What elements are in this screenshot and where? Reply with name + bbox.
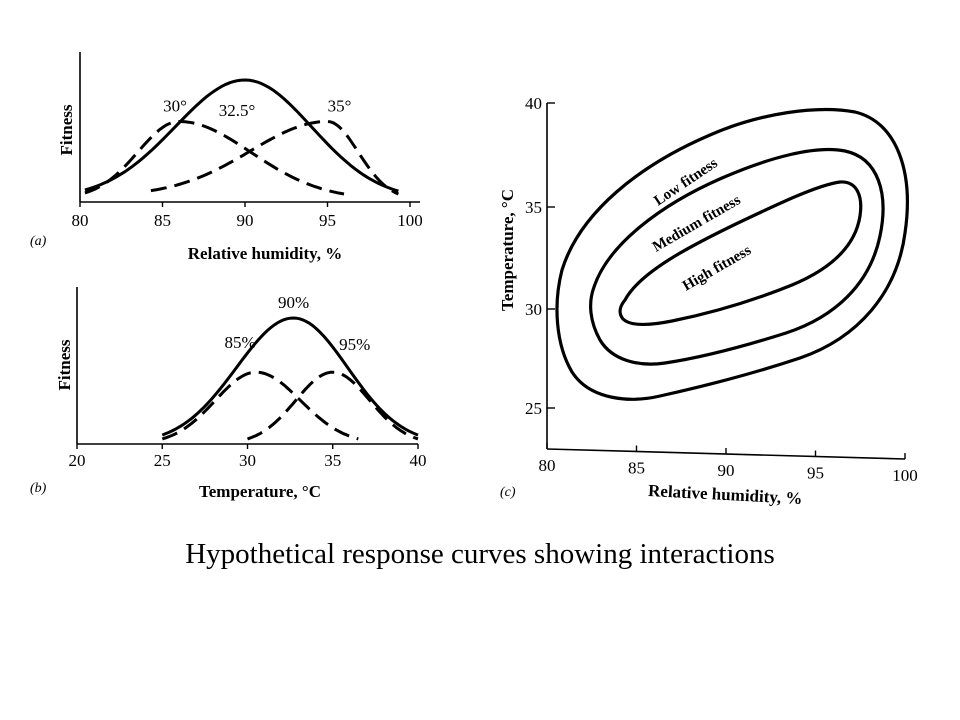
panel-c-y-tick-label: 25 [525, 399, 542, 418]
panel-a-x-tick-label: 95 [319, 211, 336, 230]
panel-a-x-tick-label: 100 [397, 211, 423, 230]
panel-b-x-axis-title: Temperature, °C [199, 482, 321, 501]
panel-a-series-1-curve [84, 119, 345, 196]
panel-c-y-tick-label: 30 [525, 300, 542, 319]
panel-a-humidity-chart: 80 85 90 95 100 30° 32.5° 35° Fitness Relative… [30, 52, 423, 263]
panel-b-temperature-chart: 20 25 30 35 40 85% 90% 95% Fitness Temperature… [30, 287, 427, 501]
panel-c-x-tick-label: 100 [892, 466, 918, 485]
panel-c-x-tick-label: 85 [628, 459, 645, 478]
panel-a-y-axis-title: Fitness [57, 104, 76, 155]
panel-a-tag: (a) [30, 234, 47, 249]
panel-b-series-3-label: 95% [339, 335, 370, 354]
panel-c-x-tick-label: 90 [718, 461, 735, 480]
contour-high-fitness [618, 180, 863, 327]
panel-a-x-tick-label: 85 [154, 211, 171, 230]
panel-c-x-tick-label: 95 [807, 464, 824, 483]
panel-b-tag: (b) [30, 481, 47, 496]
panel-b-x-tick-label: 30 [239, 451, 256, 470]
panel-a-x-axis-title: Relative humidity, % [188, 244, 342, 263]
panel-a-series-2-label: 32.5° [219, 101, 256, 120]
panel-c-y-axis-title: Temperature, °C [498, 189, 517, 311]
panel-a-series-2-curve [84, 78, 399, 193]
contour-label-high: High fitness [680, 242, 754, 294]
panel-a-x-tick-label: 80 [72, 211, 89, 230]
panel-a-series-3-curve [150, 120, 400, 196]
panel-b-series-1-label: 85% [224, 333, 255, 352]
panel-c-y-tick-label: 40 [525, 94, 542, 113]
panel-b-x-tick-label: 25 [154, 451, 171, 470]
panel-b-x-tick-label: 35 [324, 451, 341, 470]
contour-medium-fitness [589, 147, 885, 366]
panel-a-x-tick-label: 90 [237, 211, 254, 230]
panel-b-series-2-curve [161, 316, 419, 437]
panel-c-tag: (c) [500, 485, 516, 500]
panel-c-y-tick-label: 35 [525, 198, 542, 217]
panel-b-series-3-curve [247, 370, 419, 441]
panel-c-x-tick-label: 80 [539, 456, 556, 475]
panel-b-x-tick-label: 20 [69, 451, 86, 470]
panel-a-series-1-label: 30° [163, 96, 187, 115]
panel-b-x-tick-label: 40 [410, 451, 427, 470]
contour-low-fitness [555, 107, 909, 401]
panel-a-series-3-label: 35° [328, 96, 352, 115]
panel-b-series-2-label: 90% [278, 293, 309, 312]
figure-caption: Hypothetical response curves showing int… [185, 538, 775, 570]
panel-b-series-1-curve [161, 370, 359, 441]
panel-b-y-axis-title: Fitness [55, 339, 74, 390]
panel-c-x-axis-title: Relative humidity, % [648, 481, 803, 508]
